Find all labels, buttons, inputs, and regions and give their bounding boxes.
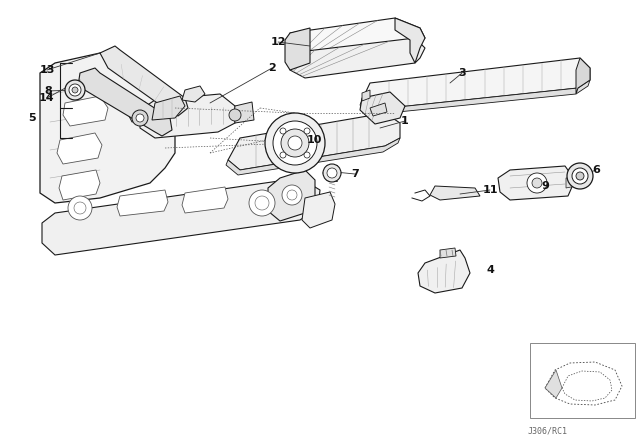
Circle shape [136,114,144,122]
Text: 3: 3 [458,68,466,78]
Polygon shape [418,250,470,293]
Circle shape [265,113,325,173]
Polygon shape [302,192,335,228]
Polygon shape [42,178,320,255]
Text: 7: 7 [351,169,359,179]
Text: 1: 1 [401,116,409,126]
Polygon shape [576,58,590,94]
Circle shape [280,128,286,134]
Circle shape [576,172,584,180]
Text: 4: 4 [486,265,494,275]
Circle shape [532,178,542,188]
Polygon shape [290,18,425,63]
Circle shape [72,87,78,93]
Polygon shape [128,102,148,122]
Text: 12: 12 [270,37,285,47]
Circle shape [65,80,85,100]
Text: J306/RC1: J306/RC1 [527,426,567,435]
Circle shape [327,168,337,178]
Polygon shape [182,86,205,102]
Circle shape [567,163,593,189]
Text: 9: 9 [541,181,549,191]
Circle shape [273,121,317,165]
Circle shape [572,168,588,184]
Polygon shape [140,94,235,138]
Circle shape [69,84,81,96]
Text: 8: 8 [44,86,52,96]
Polygon shape [395,18,425,63]
Circle shape [74,202,86,214]
Text: 2: 2 [268,63,276,73]
Polygon shape [59,170,100,200]
Polygon shape [566,178,576,188]
Polygon shape [545,370,562,398]
Polygon shape [40,53,175,203]
Text: 10: 10 [307,135,322,145]
Circle shape [287,190,297,200]
Polygon shape [362,58,590,110]
Polygon shape [290,38,425,78]
Polygon shape [430,186,480,200]
Polygon shape [362,90,370,101]
Text: 6: 6 [592,165,600,175]
Bar [530,343,635,418]
Polygon shape [440,248,456,258]
Polygon shape [370,103,387,116]
Polygon shape [268,170,315,221]
Polygon shape [100,46,188,116]
Text: 13: 13 [39,65,54,75]
Polygon shape [285,28,310,70]
Circle shape [249,190,275,216]
Polygon shape [360,92,405,124]
Polygon shape [182,187,228,213]
Polygon shape [57,133,102,164]
Circle shape [304,152,310,158]
Polygon shape [498,166,575,200]
Text: 11: 11 [483,185,498,195]
Polygon shape [234,102,254,123]
Circle shape [229,109,241,121]
Circle shape [288,136,302,150]
Circle shape [255,196,269,210]
Circle shape [323,164,341,182]
Text: 5: 5 [28,113,36,123]
Circle shape [281,129,309,157]
Circle shape [282,185,302,205]
Polygon shape [117,190,168,216]
Polygon shape [63,96,108,126]
Polygon shape [152,96,185,120]
Polygon shape [360,80,590,115]
Text: 14: 14 [39,93,55,103]
Circle shape [304,128,310,134]
Circle shape [280,152,286,158]
Polygon shape [228,113,400,170]
Circle shape [132,110,148,126]
Polygon shape [226,138,400,175]
Circle shape [68,196,92,220]
Polygon shape [78,68,172,136]
Circle shape [527,173,547,193]
